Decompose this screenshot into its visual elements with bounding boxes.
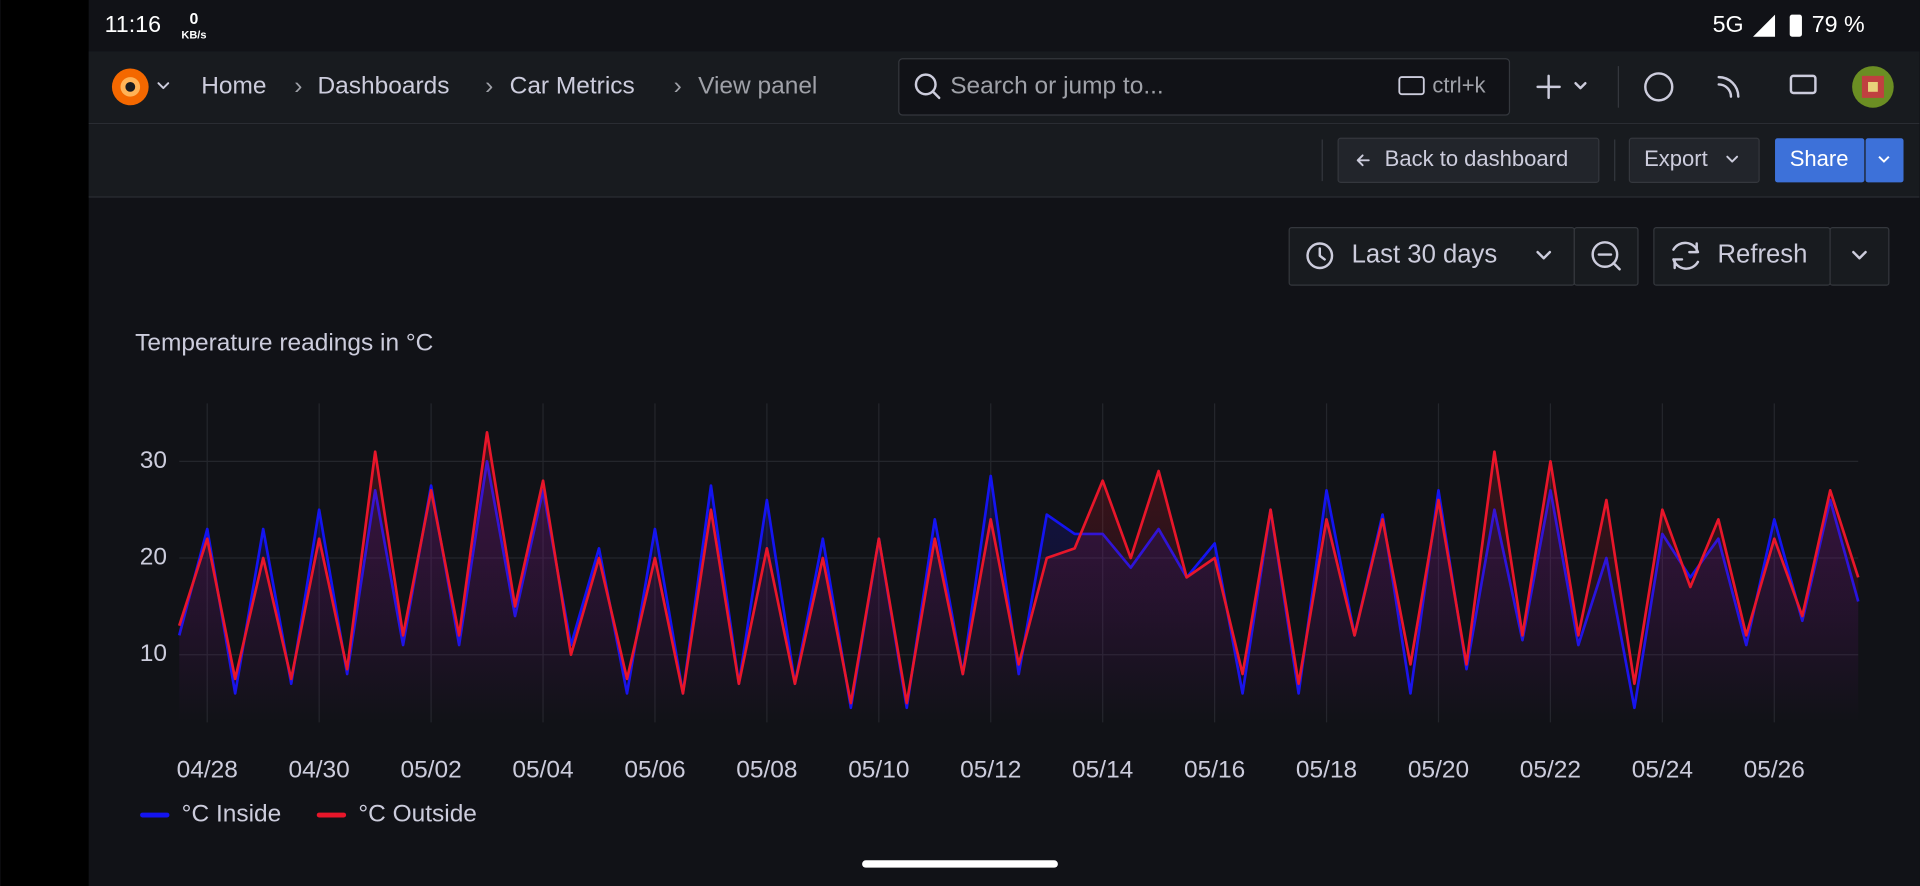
- refresh-label: Refresh: [1718, 241, 1808, 269]
- news-button[interactable]: [1717, 75, 1740, 98]
- button-label: Back to dashboard: [1385, 146, 1569, 171]
- button-label: Share: [1790, 146, 1849, 171]
- x-tick-label: 05/04: [512, 756, 573, 783]
- add-button[interactable]: [1536, 74, 1587, 100]
- breadcrumb[interactable]: Car Metrics: [510, 72, 635, 99]
- left-edge: [0, 0, 89, 886]
- battery: 79 %: [1812, 11, 1865, 37]
- export-button[interactable]: Export: [1628, 137, 1760, 183]
- battery-icon: [1789, 14, 1802, 37]
- shortcut: ctrl+k: [1432, 73, 1486, 98]
- x-tick-label: 04/28: [177, 756, 238, 783]
- net-speed: 0: [190, 11, 199, 28]
- clock: 11:16: [105, 11, 161, 37]
- x-tick-label: 05/22: [1520, 756, 1581, 783]
- x-tick-label: 04/30: [289, 756, 350, 783]
- x-tick-label: 05/16: [1184, 756, 1245, 783]
- x-tick-label: 05/12: [960, 756, 1021, 783]
- breadcrumb[interactable]: Dashboards: [318, 72, 450, 99]
- share-menu-button[interactable]: [1865, 138, 1904, 183]
- x-tick-label: 05/20: [1408, 756, 1469, 783]
- refresh-interval-button[interactable]: [1829, 227, 1890, 286]
- time-range: Last 30 days: [1352, 241, 1498, 269]
- button-label: Export: [1644, 146, 1708, 171]
- x-tick-label: 05/18: [1296, 756, 1357, 783]
- x-tick-label: 05/14: [1072, 756, 1133, 783]
- legend-label[interactable]: °C Outside: [358, 800, 477, 827]
- home-indicator: [862, 860, 1058, 868]
- signal-icon: [1752, 14, 1776, 37]
- grafana-logo[interactable]: [111, 68, 170, 106]
- help-button[interactable]: [1644, 72, 1674, 102]
- breadcrumb-separator: ›: [294, 72, 302, 99]
- legend-label[interactable]: °C Inside: [182, 800, 282, 827]
- plot: 10 20 30 04/28 04/30 05/02 05/04 05/06 05/08 05/1…: [140, 403, 1860, 827]
- refresh-button[interactable]: Refresh: [1653, 227, 1831, 286]
- net-unit: KB/s: [181, 29, 206, 41]
- kiosk-button[interactable]: [1789, 74, 1817, 95]
- x-tick-label: 05/24: [1632, 756, 1693, 783]
- breadcrumb-separator: ›: [485, 72, 493, 99]
- y-tick-label: 10: [140, 640, 167, 667]
- y-tick-label: 30: [140, 447, 167, 474]
- breadcrumb-current: View panel: [698, 72, 817, 99]
- zoom-out-button[interactable]: [1573, 227, 1639, 286]
- avatar[interactable]: [1852, 66, 1894, 108]
- y-tick-label: 20: [140, 544, 167, 571]
- x-tick-label: 05/10: [848, 756, 909, 783]
- x-tick-label: 05/08: [736, 756, 797, 783]
- series-line: [177, 431, 1860, 705]
- x-tick-label: 05/06: [624, 756, 685, 783]
- network: 5G: [1713, 11, 1744, 37]
- search-placeholder: Search or jump to...: [950, 72, 1164, 99]
- panel-title: Temperature readings in °C: [135, 329, 433, 356]
- x-tick-label: 05/02: [400, 756, 461, 783]
- breadcrumb-separator: ›: [674, 72, 682, 99]
- breadcrumb[interactable]: Home: [201, 72, 266, 99]
- back-button[interactable]: Back to dashboard: [1337, 137, 1600, 183]
- share-button[interactable]: Share: [1775, 138, 1865, 183]
- search-box[interactable]: Search or jump to... ctrl+k: [898, 58, 1511, 116]
- time-range-picker[interactable]: Last 30 days: [1288, 227, 1575, 286]
- x-tick-label: 05/26: [1744, 756, 1805, 783]
